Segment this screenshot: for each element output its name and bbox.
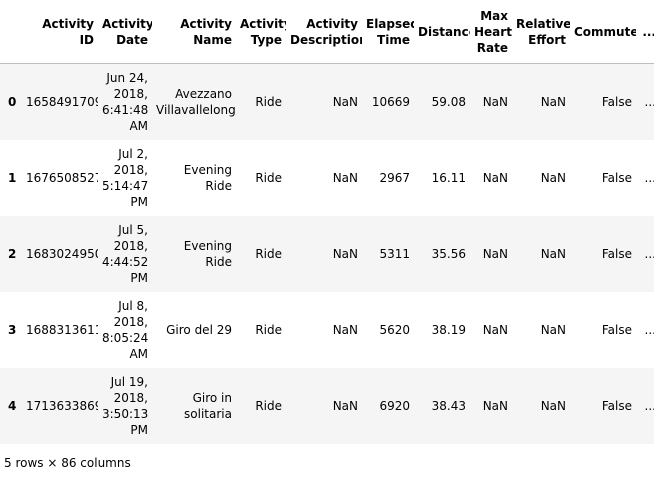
cell-relative-effort: NaN <box>540 94 566 109</box>
table-row: 0 1658491709 Jun 24, 2018, 6:41:48 AM Av… <box>0 63 654 140</box>
cell-elapsed-time: 2967 <box>379 170 410 185</box>
cell-distance: 35.56 <box>431 246 466 261</box>
table-row: 1 1676508527 Jul 2, 2018, 5:14:47 PM Eve… <box>0 139 654 216</box>
cell-activity-id: 1683024950 <box>26 246 98 261</box>
row-index: 4 <box>8 398 17 413</box>
cell-activity-id: 1676508527 <box>26 170 98 185</box>
cell-activity-id: 1658491709 <box>26 94 98 109</box>
cell-elapsed-time: 10669 <box>371 94 410 109</box>
cell-activity-date: Jul 19, 2018, 3:50:13 PM <box>102 374 149 437</box>
row-index: 1 <box>8 170 17 185</box>
cell-activity-type: Ride <box>255 398 282 413</box>
row-index: 0 <box>8 94 17 109</box>
cell-more: ... <box>644 398 654 413</box>
cell-activity-description: NaN <box>332 398 358 413</box>
cell-commute: False <box>601 94 632 109</box>
header-distance: Distance <box>414 0 470 64</box>
cell-activity-name: Evening Ride <box>183 238 232 269</box>
cell-elapsed-time: 6920 <box>379 398 410 413</box>
cell-activity-id: 1713633869 <box>26 398 98 413</box>
cell-activity-description: NaN <box>332 246 358 261</box>
cell-more: ... <box>644 246 654 261</box>
cell-relative-effort: NaN <box>540 170 566 185</box>
cell-activity-date: Jul 5, 2018, 4:44:52 PM <box>102 222 149 285</box>
header-elapsed-time: Elapsed Time <box>362 0 414 64</box>
cell-activity-type: Ride <box>255 246 282 261</box>
cell-max-heart-rate: NaN <box>482 170 508 185</box>
header-relative-effort: Relative Effort <box>512 0 570 64</box>
cell-activity-date: Jul 8, 2018, 8:05:24 AM <box>102 298 149 361</box>
header-commute: Commute <box>570 0 636 64</box>
cell-activity-type: Ride <box>255 170 282 185</box>
row-index: 3 <box>8 322 17 337</box>
header-activity-id: Activity ID <box>22 0 98 64</box>
cell-activity-type: Ride <box>255 94 282 109</box>
cell-max-heart-rate: NaN <box>482 322 508 337</box>
cell-relative-effort: NaN <box>540 246 566 261</box>
header-more-columns: ... <box>636 0 654 64</box>
cell-activity-id: 1688313611 <box>26 322 98 337</box>
cell-activity-date: Jul 2, 2018, 5:14:47 PM <box>102 146 149 209</box>
cell-distance: 38.19 <box>431 322 466 337</box>
dataframe-table: Activity ID Activity Date Activity Name … <box>0 0 654 444</box>
cell-activity-name: Avezzano Villavallelonga <box>156 86 236 117</box>
header-row: Activity ID Activity Date Activity Name … <box>0 0 654 64</box>
cell-elapsed-time: 5620 <box>379 322 410 337</box>
cell-more: ... <box>644 322 654 337</box>
header-activity-name: Activity Name <box>152 0 236 64</box>
table-row: 4 1713633869 Jul 19, 2018, 3:50:13 PM Gi… <box>0 367 654 444</box>
cell-activity-name: Giro del 29 <box>166 322 232 337</box>
cell-more: ... <box>644 170 654 185</box>
cell-elapsed-time: 5311 <box>379 246 410 261</box>
header-activity-date: Activity Date <box>98 0 152 64</box>
header-index <box>0 0 22 64</box>
row-index: 2 <box>8 246 17 261</box>
cell-commute: False <box>601 246 632 261</box>
cell-commute: False <box>601 398 632 413</box>
table-row: 3 1688313611 Jul 8, 2018, 8:05:24 AM Gir… <box>0 291 654 368</box>
table-header: Activity ID Activity Date Activity Name … <box>0 0 654 64</box>
cell-activity-name: Giro in solitaria <box>184 390 232 421</box>
cell-commute: False <box>601 170 632 185</box>
table-body: 0 1658491709 Jun 24, 2018, 6:41:48 AM Av… <box>0 63 654 444</box>
cell-activity-name: Evening Ride <box>183 162 232 193</box>
table-row: 2 1683024950 Jul 5, 2018, 4:44:52 PM Eve… <box>0 215 654 292</box>
cell-distance: 38.43 <box>431 398 466 413</box>
cell-activity-date: Jun 24, 2018, 6:41:48 AM <box>102 70 149 133</box>
cell-relative-effort: NaN <box>540 398 566 413</box>
cell-max-heart-rate: NaN <box>482 246 508 261</box>
cell-activity-description: NaN <box>332 94 358 109</box>
cell-more: ... <box>644 94 654 109</box>
cell-distance: 59.08 <box>431 94 466 109</box>
cell-activity-type: Ride <box>255 322 282 337</box>
cell-distance: 16.11 <box>431 170 466 185</box>
header-max-heart-rate: Max Heart Rate <box>470 0 512 64</box>
cell-max-heart-rate: NaN <box>482 94 508 109</box>
dataframe-shape-caption: 5 rows × 86 columns <box>4 456 131 470</box>
cell-commute: False <box>601 322 632 337</box>
cell-activity-description: NaN <box>332 170 358 185</box>
dataframe-output: Activity ID Activity Date Activity Name … <box>0 0 654 444</box>
cell-max-heart-rate: NaN <box>482 398 508 413</box>
header-activity-type: Activity Type <box>236 0 286 64</box>
cell-relative-effort: NaN <box>540 322 566 337</box>
header-activity-description: Activity Description <box>286 0 362 64</box>
cell-activity-description: NaN <box>332 322 358 337</box>
